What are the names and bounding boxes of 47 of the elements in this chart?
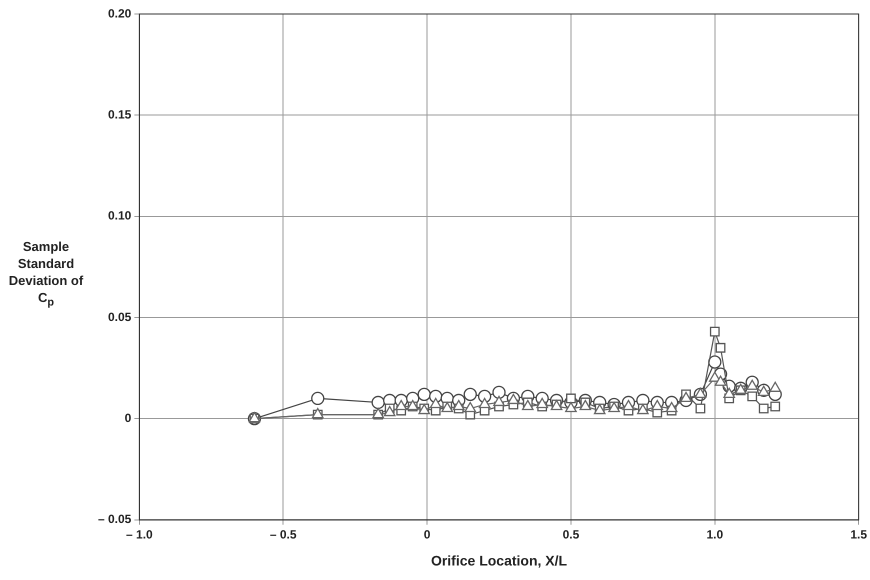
x-tick-label: – 0.5	[270, 527, 297, 542]
point	[464, 388, 477, 402]
y-tick-label: 0	[124, 410, 132, 425]
y-tick-label: 0.10	[108, 208, 132, 223]
point	[714, 376, 726, 386]
point	[478, 398, 490, 408]
y-tick-label: 0.15	[108, 107, 132, 122]
point	[666, 402, 678, 412]
point	[430, 398, 442, 408]
point	[622, 400, 634, 410]
point	[651, 400, 664, 410]
x-tick-label: – 1.0	[126, 527, 154, 542]
point	[758, 404, 769, 414]
y-tick-label: – 0.05	[98, 512, 132, 526]
x-tick-label: 0	[424, 527, 431, 542]
point	[492, 386, 506, 399]
point	[696, 404, 706, 414]
point	[452, 400, 465, 410]
point	[395, 400, 408, 410]
point	[536, 398, 548, 408]
point	[708, 355, 722, 369]
point	[311, 392, 324, 406]
point	[522, 400, 534, 410]
point	[770, 402, 780, 412]
point	[384, 406, 396, 416]
point	[566, 394, 576, 404]
point	[723, 388, 736, 398]
point	[716, 342, 726, 353]
x-tick-label: 1.0	[706, 527, 724, 542]
point	[418, 388, 431, 402]
x-axis-title: Orifice Location, X/L	[430, 552, 568, 568]
point	[769, 382, 782, 392]
point	[579, 400, 592, 410]
point	[746, 380, 758, 390]
point	[694, 388, 706, 398]
point	[464, 402, 476, 412]
point	[565, 402, 577, 412]
point	[493, 396, 505, 406]
point	[710, 326, 720, 337]
x-tick-label: 1.5	[850, 527, 868, 542]
y-tick-label: 0.20	[108, 6, 132, 20]
point	[372, 396, 385, 410]
x-tick-label: 0.5	[562, 527, 580, 542]
y-axis-title: Sample Standard Deviation of C$_{p}$	[8, 238, 84, 311]
point	[680, 392, 692, 402]
y-tick-label: 0.05	[108, 310, 132, 324]
point	[747, 391, 758, 402]
